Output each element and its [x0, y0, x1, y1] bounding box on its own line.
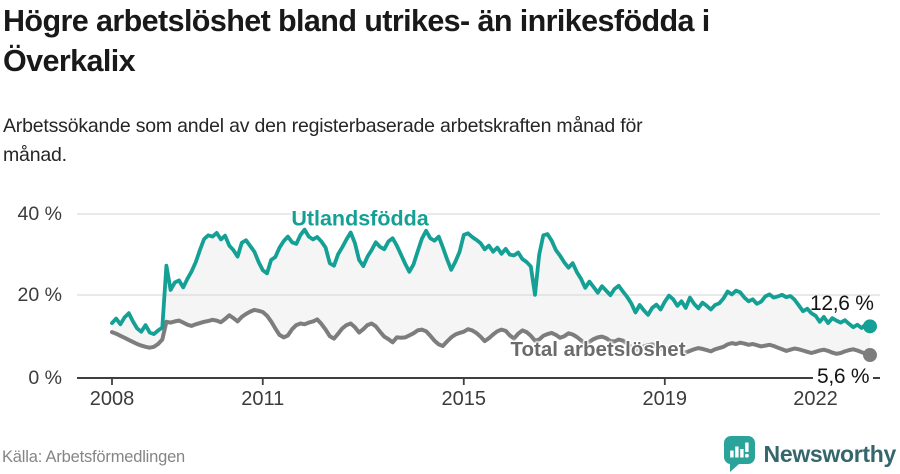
- foreign-born-line: [110, 227, 872, 336]
- x-axis-ticks: [111, 378, 817, 385]
- total-end-dot: [863, 348, 877, 363]
- newsworthy-logo[interactable]: Newsworthy: [723, 436, 897, 472]
- x-tick-label-2019: 2019: [642, 388, 688, 410]
- x-tick-label-2022: 2022: [793, 388, 838, 410]
- y-tick-label-0: 0 %: [28, 367, 62, 389]
- x-tick-label-2008: 2008: [89, 388, 135, 410]
- y-tick-label-20: 20 %: [17, 284, 62, 306]
- newsworthy-wordmark: Newsworthy: [763, 440, 897, 467]
- total-unemployment-line: [110, 307, 872, 357]
- newsworthy-bubble-icon: [723, 436, 755, 472]
- x-tick-label-2015: 2015: [441, 388, 487, 410]
- end-value-foreign-born: 12,6 %: [810, 292, 874, 315]
- end-value-total: 5,6 %: [813, 365, 874, 389]
- y-tick-label-40: 40 %: [17, 203, 62, 225]
- series-label-utlandsfodda: Utlandsfödda: [291, 206, 429, 231]
- series-label-total-arbetsloshet: Total arbetslöshet: [510, 338, 686, 361]
- page-title: Högre arbetslöshet bland utrikes- än inr…: [3, 4, 710, 78]
- chart-subtitle: Arbetssökande som andel av den registerb…: [3, 115, 643, 166]
- foreign-born-end-dot: [863, 319, 877, 334]
- source-attribution: Källa: Arbetsförmedlingen: [2, 448, 186, 466]
- x-tick-label-2011: 2011: [241, 388, 285, 410]
